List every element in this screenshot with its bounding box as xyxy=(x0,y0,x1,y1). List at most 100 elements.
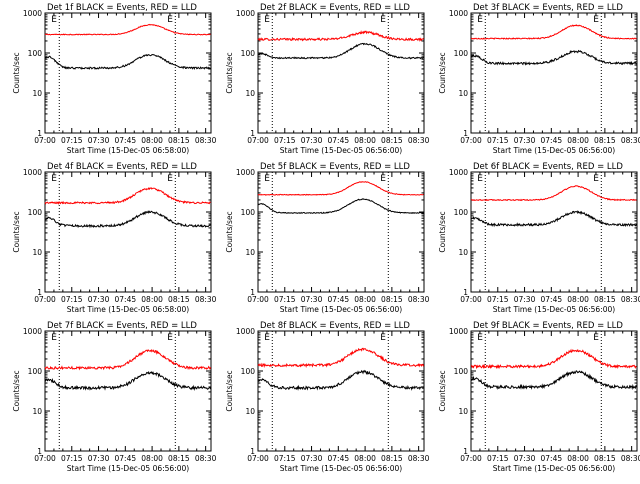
panel-3: Det 3f BLACK = Events, RED = LLD 1 10 100 10… xyxy=(438,3,640,155)
series-events-line xyxy=(470,49,637,66)
y-tick-label: 100 xyxy=(28,49,43,58)
time-marker-label: E xyxy=(264,174,270,184)
time-marker-label: E xyxy=(51,333,57,343)
x-tick-label: 07:30 xyxy=(301,136,323,145)
x-tick-label: 07:15 xyxy=(61,136,83,145)
y-tick-label: 1000 xyxy=(23,327,42,336)
x-axis-label: Start Time (15-Dec-05 06:56:00) xyxy=(493,464,615,473)
series-lld-line xyxy=(257,181,424,196)
y-axis-label: Counts/sec xyxy=(12,370,21,411)
x-tick-label: 07:30 xyxy=(88,136,110,145)
time-marker-label: E xyxy=(167,333,173,343)
y-tick-label: 10 xyxy=(458,407,468,416)
y-tick-label: 1000 xyxy=(236,168,255,177)
y-tick-label: 100 xyxy=(28,367,43,376)
time-marker-label: E xyxy=(167,174,173,184)
plot-frame xyxy=(470,171,638,293)
x-tick-label: 07:15 xyxy=(61,295,83,304)
y-tick-label: 1000 xyxy=(236,327,255,336)
x-tick-label: 08:15 xyxy=(594,136,616,145)
y-tick-label: 1 xyxy=(463,129,468,138)
series-events-line xyxy=(257,198,424,214)
time-marker-label: E xyxy=(380,15,386,25)
x-tick-label: 07:15 xyxy=(487,136,509,145)
y-tick-label: 1 xyxy=(463,447,468,456)
x-tick-label: 08:15 xyxy=(381,295,403,304)
panel-title: Det 4f BLACK = Events, RED = LLD xyxy=(47,162,197,172)
time-marker-label: E xyxy=(477,15,483,25)
y-tick-label: 100 xyxy=(28,208,43,217)
x-tick-label: 07:30 xyxy=(88,454,110,463)
y-tick-label: 1 xyxy=(37,288,42,297)
x-tick-label: 08:15 xyxy=(168,295,190,304)
x-tick-label: 07:00 xyxy=(247,295,269,304)
plot-frame xyxy=(44,171,212,293)
panel-6: Det 6f BLACK = Events, RED = LLD 1 10 100 10… xyxy=(438,162,640,314)
x-axis-label: Start Time (15-Dec-05 06:56:00) xyxy=(493,146,615,155)
x-tick-label: 08:30 xyxy=(408,136,430,145)
x-tick-label: 07:15 xyxy=(274,136,296,145)
y-tick-label: 10 xyxy=(245,248,255,257)
x-axis-label: Start Time (15-Dec-05 06:58:00) xyxy=(67,146,189,155)
panel-title: Det 6f BLACK = Events, RED = LLD xyxy=(473,162,623,172)
x-tick-label: 07:15 xyxy=(274,454,296,463)
series-events-line xyxy=(470,210,638,228)
x-tick-label: 08:00 xyxy=(141,136,163,145)
x-tick-label: 08:15 xyxy=(594,295,616,304)
x-tick-label: 07:45 xyxy=(541,454,563,463)
x-tick-label: 08:30 xyxy=(195,295,217,304)
x-tick-label: 07:00 xyxy=(460,136,482,145)
panel-8: Det 8f BLACK = Events, RED = LLD 1 10 100 10… xyxy=(225,321,430,473)
panel-9: Det 9f BLACK = Events, RED = LLD 1 10 100 10… xyxy=(438,321,640,473)
x-tick-label: 07:30 xyxy=(514,454,536,463)
y-axis-label: Counts/sec xyxy=(225,370,234,411)
y-axis-label: Counts/sec xyxy=(225,211,234,252)
panel-title: Det 9f BLACK = Events, RED = LLD xyxy=(473,321,623,331)
x-tick-label: 07:30 xyxy=(301,295,323,304)
time-marker-label: E xyxy=(593,174,599,184)
x-tick-label: 08:15 xyxy=(168,136,190,145)
x-tick-label: 07:00 xyxy=(34,295,56,304)
x-tick-label: 08:30 xyxy=(621,454,640,463)
y-axis-label: Counts/sec xyxy=(438,211,447,252)
panel-title: Det 7f BLACK = Events, RED = LLD xyxy=(47,321,197,331)
x-axis-label: Start Time (15-Dec-05 06:56:00) xyxy=(280,305,402,314)
series-events-line xyxy=(470,370,637,391)
x-tick-label: 07:00 xyxy=(34,136,56,145)
x-tick-label: 08:15 xyxy=(168,454,190,463)
x-tick-label: 07:00 xyxy=(460,295,482,304)
y-tick-label: 100 xyxy=(454,49,469,58)
y-axis-label: Counts/sec xyxy=(225,52,234,93)
x-tick-label: 07:15 xyxy=(487,454,509,463)
y-tick-label: 10 xyxy=(458,89,468,98)
x-tick-label: 08:00 xyxy=(354,454,376,463)
x-tick-label: 07:30 xyxy=(514,295,536,304)
x-tick-label: 08:00 xyxy=(354,295,376,304)
x-tick-label: 08:15 xyxy=(381,454,403,463)
y-tick-label: 10 xyxy=(32,89,42,98)
panel-4: Det 4f BLACK = Events, RED = LLD 1 10 100 10… xyxy=(12,162,217,314)
x-tick-label: 08:00 xyxy=(567,454,589,463)
x-tick-label: 07:30 xyxy=(514,136,536,145)
x-tick-label: 08:30 xyxy=(408,454,430,463)
plot-frame xyxy=(470,330,638,452)
y-tick-label: 1000 xyxy=(23,9,42,18)
x-axis-label: Start Time (15-Dec-05 06:56:00) xyxy=(67,464,189,473)
panel-title: Det 8f BLACK = Events, RED = LLD xyxy=(260,321,410,331)
series-events-line xyxy=(44,53,211,70)
panel-title: Det 5f BLACK = Events, RED = LLD xyxy=(260,162,410,172)
x-tick-label: 07:45 xyxy=(541,295,563,304)
x-tick-label: 07:00 xyxy=(247,454,269,463)
series-lld-line xyxy=(257,347,425,369)
x-tick-label: 08:00 xyxy=(567,136,589,145)
y-axis-label: Counts/sec xyxy=(12,52,21,93)
plot-frame xyxy=(257,12,425,134)
y-tick-label: 1 xyxy=(37,129,42,138)
x-tick-label: 08:15 xyxy=(381,136,403,145)
y-axis-label: Counts/sec xyxy=(438,370,447,411)
panel-1: Det 1f BLACK = Events, RED = LLD 1 10 100 10… xyxy=(12,3,217,155)
x-axis-label: Start Time (15-Dec-05 06:56:00) xyxy=(280,464,402,473)
x-tick-label: 07:45 xyxy=(115,136,137,145)
x-tick-label: 08:30 xyxy=(195,454,217,463)
y-tick-label: 1 xyxy=(250,129,255,138)
